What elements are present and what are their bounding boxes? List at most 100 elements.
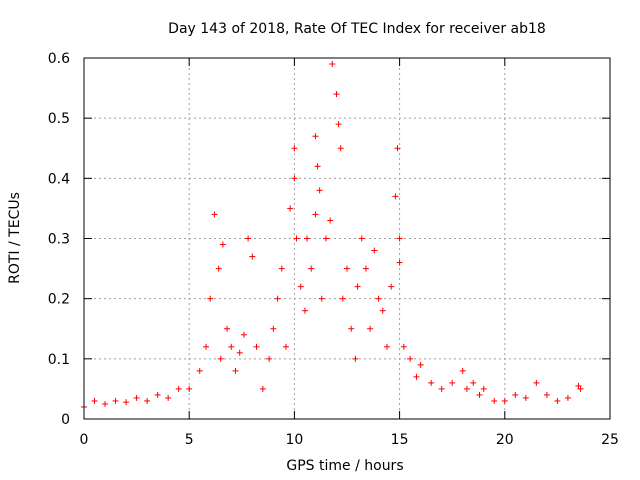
x-tick-label: 20 bbox=[496, 432, 514, 448]
data-point-marker bbox=[304, 235, 311, 242]
data-point-marker bbox=[358, 235, 365, 242]
data-point-marker bbox=[554, 397, 561, 404]
data-point-marker bbox=[297, 283, 304, 290]
data-point-marker bbox=[186, 385, 193, 392]
data-point-marker bbox=[270, 325, 277, 332]
data-point-marker bbox=[219, 241, 226, 248]
data-point-marker bbox=[394, 145, 401, 152]
data-point-marker bbox=[266, 355, 273, 362]
data-point-marker bbox=[533, 379, 540, 386]
data-point-marker bbox=[274, 295, 281, 302]
data-point-marker bbox=[400, 343, 407, 350]
data-point-marker bbox=[512, 391, 519, 398]
data-point-marker bbox=[112, 397, 119, 404]
x-tick-label: 5 bbox=[185, 432, 194, 448]
y-tick-label: 0.1 bbox=[48, 352, 70, 368]
data-point-marker bbox=[564, 394, 571, 401]
data-point-marker bbox=[312, 133, 319, 140]
x-axis-label: GPS time / hours bbox=[286, 458, 403, 474]
data-point-marker bbox=[348, 325, 355, 332]
chart-title: Day 143 of 2018, Rate Of TEC Index for r… bbox=[168, 21, 546, 37]
data-point-marker bbox=[575, 382, 582, 389]
data-point-marker bbox=[396, 235, 403, 242]
data-point-marker bbox=[314, 163, 321, 170]
data-point-marker bbox=[379, 307, 386, 314]
data-point-marker bbox=[211, 211, 218, 218]
x-tick-label: 10 bbox=[285, 432, 303, 448]
data-point-marker bbox=[278, 265, 285, 272]
data-point-marker bbox=[543, 391, 550, 398]
data-point-marker bbox=[367, 325, 374, 332]
data-point-marker bbox=[207, 295, 214, 302]
data-point-marker bbox=[438, 385, 445, 392]
data-point-marker bbox=[291, 145, 298, 152]
data-point-marker bbox=[224, 325, 231, 332]
data-point-marker bbox=[371, 247, 378, 254]
data-point-marker bbox=[388, 283, 395, 290]
data-point-marker bbox=[333, 91, 340, 98]
data-point-marker bbox=[375, 295, 382, 302]
data-point-marker bbox=[501, 397, 508, 404]
data-point-marker bbox=[228, 343, 235, 350]
data-point-marker bbox=[337, 145, 344, 152]
data-point-marker bbox=[293, 235, 300, 242]
data-point-marker bbox=[245, 235, 252, 242]
y-tick-label: 0.5 bbox=[48, 111, 70, 127]
y-tick-label: 0.2 bbox=[48, 292, 70, 308]
data-point-marker bbox=[392, 193, 399, 200]
data-point-marker bbox=[335, 121, 342, 128]
x-tick-labels: 0 5 10 15 20 25 bbox=[80, 432, 619, 448]
data-point-marker bbox=[312, 211, 319, 218]
data-point-marker bbox=[577, 385, 584, 392]
data-point-marker bbox=[144, 397, 151, 404]
data-point-marker bbox=[253, 343, 260, 350]
axis-ticks bbox=[83, 57, 611, 420]
y-tick-labels: 0 0.1 0.2 0.3 0.4 0.5 0.6 bbox=[48, 51, 70, 428]
data-point-marker bbox=[196, 367, 203, 374]
data-point-marker bbox=[203, 343, 210, 350]
chart-data-points bbox=[81, 61, 584, 410]
data-point-marker bbox=[383, 343, 390, 350]
data-point-marker bbox=[259, 385, 266, 392]
y-tick-label: 0.6 bbox=[48, 51, 70, 67]
data-point-marker bbox=[102, 400, 109, 407]
data-point-marker bbox=[428, 379, 435, 386]
x-tick-label: 15 bbox=[391, 432, 409, 448]
data-point-marker bbox=[282, 343, 289, 350]
data-point-marker bbox=[329, 61, 336, 68]
data-point-marker bbox=[459, 367, 466, 374]
data-point-marker bbox=[123, 399, 130, 406]
y-tick-label: 0.4 bbox=[48, 171, 70, 187]
data-point-marker bbox=[287, 205, 294, 212]
data-point-marker bbox=[301, 307, 308, 314]
data-point-marker bbox=[327, 217, 334, 224]
data-point-marker bbox=[232, 367, 239, 374]
data-point-marker bbox=[476, 391, 483, 398]
data-point-marker bbox=[522, 394, 529, 401]
data-point-marker bbox=[165, 394, 172, 401]
data-point-marker bbox=[316, 187, 323, 194]
data-point-marker bbox=[175, 385, 182, 392]
data-point-marker bbox=[322, 235, 329, 242]
y-tick-label: 0 bbox=[61, 412, 70, 428]
data-point-marker bbox=[91, 397, 98, 404]
data-point-marker bbox=[339, 295, 346, 302]
data-point-marker bbox=[480, 385, 487, 392]
data-point-marker bbox=[413, 373, 420, 380]
data-point-marker bbox=[240, 331, 247, 338]
y-axis-label: ROTI / TECUs bbox=[7, 192, 23, 284]
data-point-marker bbox=[291, 175, 298, 182]
data-point-marker bbox=[417, 361, 424, 368]
data-point-marker bbox=[354, 283, 361, 290]
data-point-marker bbox=[318, 295, 325, 302]
y-tick-label: 0.3 bbox=[48, 232, 70, 248]
data-point-marker bbox=[133, 394, 140, 401]
data-point-marker bbox=[491, 397, 498, 404]
data-point-marker bbox=[352, 355, 359, 362]
x-tick-label: 25 bbox=[601, 432, 619, 448]
data-point-marker bbox=[249, 253, 256, 260]
data-point-marker bbox=[154, 391, 161, 398]
data-point-marker bbox=[396, 259, 403, 266]
data-point-marker bbox=[449, 379, 456, 386]
